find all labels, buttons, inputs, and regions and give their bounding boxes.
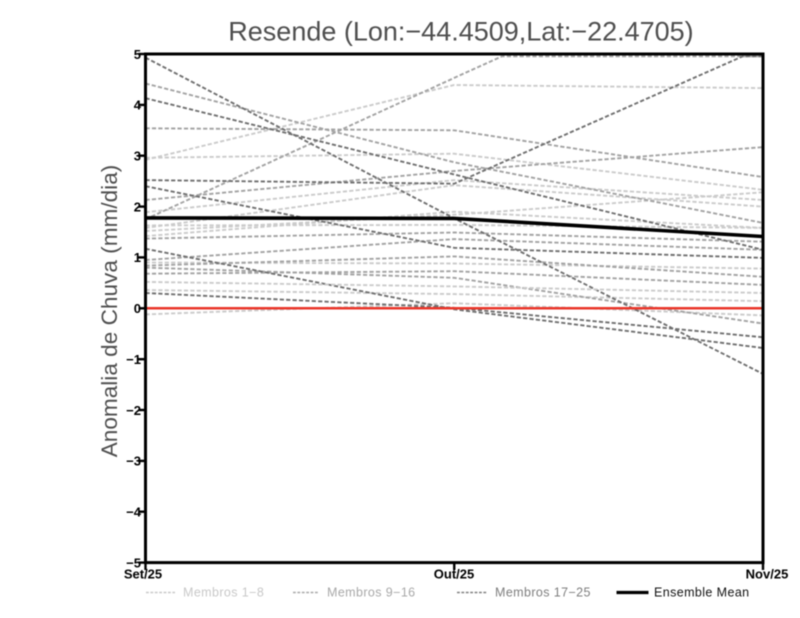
svg-text:Membros 17−25: Membros 17−25 <box>495 586 591 600</box>
svg-text:Membros 1−8: Membros 1−8 <box>183 586 264 600</box>
svg-text:Ensemble Mean: Ensemble Mean <box>654 586 750 600</box>
svg-text:1: 1 <box>134 250 141 265</box>
svg-text:−2: −2 <box>126 403 141 418</box>
svg-text:4: 4 <box>134 98 142 113</box>
svg-text:−3: −3 <box>126 454 141 469</box>
svg-text:−5: −5 <box>126 555 141 570</box>
svg-text:Resende (Lon:−44.4509,Lat:−22.: Resende (Lon:−44.4509,Lat:−22.4705) <box>228 17 693 47</box>
svg-text:Membros 9−16: Membros 9−16 <box>327 586 416 600</box>
svg-text:−1: −1 <box>126 352 141 367</box>
svg-text:Set/25: Set/25 <box>124 566 162 581</box>
svg-text:3: 3 <box>134 149 141 164</box>
svg-text:Nov/25: Nov/25 <box>746 566 789 581</box>
svg-text:0: 0 <box>134 301 141 316</box>
svg-text:2: 2 <box>134 199 141 214</box>
svg-text:Anomalia de Chuva (mm/dia): Anomalia de Chuva (mm/dia) <box>97 165 122 458</box>
svg-text:Out/25: Out/25 <box>434 566 474 581</box>
svg-text:−4: −4 <box>126 505 142 520</box>
svg-text:5: 5 <box>134 47 141 62</box>
